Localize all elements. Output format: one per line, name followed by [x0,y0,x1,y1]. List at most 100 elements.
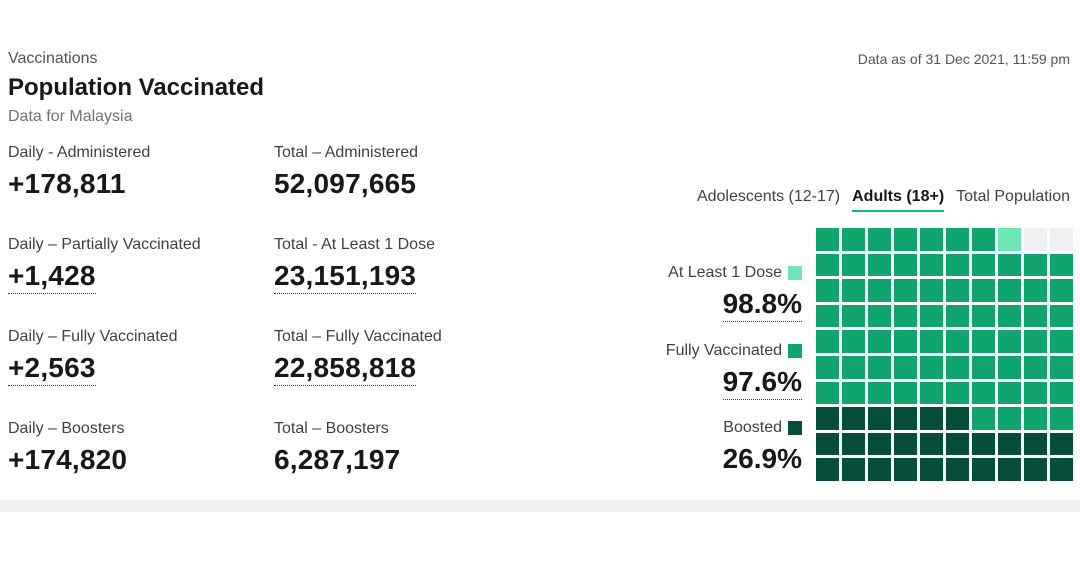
waffle-cell-at-least-1 [998,228,1021,251]
waffle-cell-fully [894,228,917,251]
stat-label: Total – Boosters [274,420,389,437]
waffle-cell-boosted [946,407,969,430]
legend-boosted: Boosted 26.9% [723,419,802,475]
waffle-cell-fully [1024,355,1047,379]
waffle-cell-fully [920,330,943,353]
waffle-cell-fully [972,228,995,251]
tab-adults[interactable]: Adults (18+) [852,188,945,212]
section-label: Vaccinations [8,50,98,67]
waffle-cell-fully [946,279,969,302]
tab-adolescents[interactable]: Adolescents (12-17) [696,188,841,205]
waffle-cell-boosted [998,458,1021,481]
waffle-cell-fully [946,253,969,277]
waffle-cell-boosted [842,407,865,430]
waffle-cell-fully [842,355,865,379]
waffle-cell-fully [894,381,917,405]
waffle-cell-unvaccinated [1024,228,1047,251]
tab-total-population[interactable]: Total Population [956,188,1070,205]
waffle-cell-boosted [1050,458,1073,481]
waffle-cell-fully [920,304,943,328]
waffle-cell-fully [1024,381,1047,405]
waffle-cell-boosted [972,458,995,481]
waffle-cell-fully [816,253,839,277]
waffle-cell-fully [998,330,1021,353]
waffle-cell-fully [816,330,839,353]
stat-label: Daily - Administered [8,144,151,161]
waffle-cell-fully [920,253,943,277]
waffle-cell-boosted [842,432,865,456]
waffle-cell-fully [1024,253,1047,277]
stat-value-tooltip-trigger[interactable]: 22,858,818 [274,352,417,386]
waffle-cell-fully [1050,381,1073,405]
stat-label: Daily – Fully Vaccinated [8,328,178,345]
waffle-cell-fully [868,279,891,302]
waffle-cell-boosted [894,407,917,430]
waffle-cell-fully [998,355,1021,379]
legend-label: Fully Vaccinated [665,342,782,359]
waffle-cell-boosted [946,432,969,456]
waffle-cell-fully [842,381,865,405]
stat-total-at-least-1: Total - At Least 1 Dose 23,151,193 [274,236,435,294]
waffle-cell-boosted [868,432,891,456]
waffle-cell-fully [920,355,943,379]
waffle-cell-fully [842,228,865,251]
waffle-cell-fully [972,381,995,405]
waffle-cell-fully [972,279,995,302]
stat-daily-partial: Daily – Partially Vaccinated +1,428 [8,236,201,294]
waffle-cell-boosted [816,407,839,430]
legend-at-least-1: At Least 1 Dose 98.8% [668,264,802,322]
stat-value: 52,097,665 [274,168,417,199]
waffle-cell-boosted [920,407,943,430]
waffle-cell-fully [868,381,891,405]
page-subtitle: Data for Malaysia [8,108,133,125]
legend-label: At Least 1 Dose [668,264,782,281]
waffle-cell-fully [868,304,891,328]
waffle-cell-fully [894,253,917,277]
waffle-cell-fully [816,228,839,251]
stat-value-tooltip-trigger[interactable]: 23,151,193 [274,260,417,294]
swatch-at-least-1 [788,266,802,280]
waffle-cell-fully [1050,330,1073,353]
waffle-cell-fully [868,253,891,277]
waffle-cell-fully [1050,253,1073,277]
waffle-cell-fully [868,330,891,353]
waffle-cell-fully [972,407,995,430]
stat-value-tooltip-trigger[interactable]: +2,563 [8,352,96,386]
waffle-cell-fully [894,355,917,379]
waffle-cell-fully [946,228,969,251]
waffle-cell-boosted [842,458,865,481]
stat-daily-boosters: Daily – Boosters +174,820 [8,420,127,476]
stat-value: 6,287,197 [274,444,401,475]
data-timestamp: Data as of 31 Dec 2021, 11:59 pm [857,51,1070,67]
waffle-cell-boosted [920,458,943,481]
waffle-cell-fully [868,228,891,251]
stat-total-boosters: Total – Boosters 6,287,197 [274,420,400,476]
waffle-cell-fully [972,330,995,353]
waffle-cell-fully [998,279,1021,302]
waffle-cell-fully [894,304,917,328]
page-title: Population Vaccinated [8,74,265,101]
stat-label: Total - At Least 1 Dose [274,236,435,253]
legend-label: Boosted [723,419,782,436]
waffle-cell-boosted [998,432,1021,456]
footer-divider [0,500,1080,512]
waffle-cell-fully [946,355,969,379]
waffle-cell-boosted [816,458,839,481]
waffle-cell-boosted [1024,458,1047,481]
waffle-cell-fully [946,330,969,353]
waffle-cell-fully [972,304,995,328]
stat-daily-full: Daily – Fully Vaccinated +2,563 [8,328,178,386]
waffle-cell-fully [816,279,839,302]
stat-total-administered: Total – Administered 52,097,665 [274,144,418,200]
waffle-cell-fully [868,355,891,379]
legend-value-tooltip-trigger[interactable]: 97.6% [722,366,802,400]
stat-value-tooltip-trigger[interactable]: +1,428 [8,260,96,294]
waffle-cell-boosted [894,432,917,456]
waffle-cell-fully [920,279,943,302]
stat-label: Total – Fully Vaccinated [274,328,442,345]
waffle-cell-boosted [972,432,995,456]
stat-daily-administered: Daily - Administered +178,811 [8,144,150,200]
waffle-cell-boosted [894,458,917,481]
swatch-boosted [788,421,802,435]
legend-value-tooltip-trigger[interactable]: 98.8% [722,288,802,322]
